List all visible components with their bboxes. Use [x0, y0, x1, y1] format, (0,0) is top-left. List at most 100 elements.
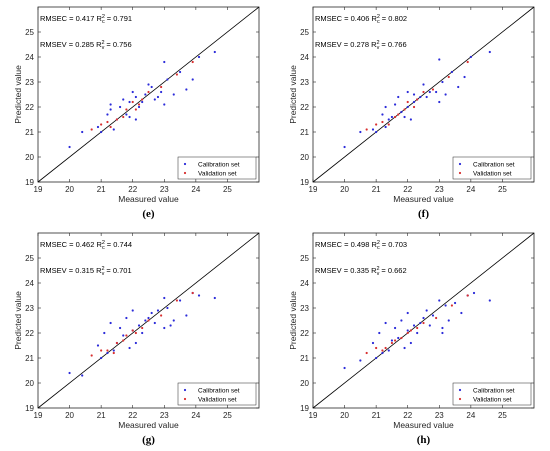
calibration-point — [488, 50, 491, 54]
validation-point — [466, 294, 469, 297]
stat-calibration: RMSEC = 0.462 R2 c = 0.744 — [40, 240, 132, 251]
validation-point — [384, 346, 387, 350]
legend-marker — [458, 388, 462, 392]
calibration-point — [444, 93, 447, 96]
validation-point — [115, 118, 119, 121]
y-tick-label: 23 — [25, 304, 34, 313]
y-tick-label: 22 — [25, 329, 34, 338]
validation-point — [137, 103, 141, 106]
legend-box — [452, 382, 532, 406]
calibration-point — [412, 324, 416, 327]
calibration-point — [375, 356, 378, 360]
legend-marker — [183, 171, 187, 175]
stat-calibration: RMSEC = 0.406 R2 c = 0.802 — [315, 14, 407, 25]
x-tick-label: 19 — [34, 411, 43, 420]
calibration-point — [128, 115, 131, 119]
calibration-point — [172, 93, 175, 96]
calibration-point — [453, 301, 457, 305]
validation-point — [466, 60, 469, 64]
calibration-point — [381, 113, 384, 116]
validation-point — [406, 331, 409, 335]
y-tick-label: 23 — [300, 78, 309, 87]
validation-point — [365, 351, 368, 355]
validation-point — [134, 331, 137, 335]
calibration-point — [172, 319, 175, 322]
x-axis-label: Measured value — [118, 420, 179, 430]
validation-point — [409, 329, 412, 332]
calibration-point — [390, 115, 394, 119]
validation-point — [147, 319, 150, 322]
validation-point — [387, 123, 390, 126]
validation-point — [416, 326, 419, 330]
calibration-point — [153, 321, 156, 325]
validation-point — [175, 73, 179, 76]
x-tick-label: 19 — [309, 185, 318, 194]
legend-marker — [183, 388, 187, 392]
y-tick-label: 21 — [300, 128, 309, 137]
calibration-point — [371, 341, 375, 345]
x-tick-label: 21 — [97, 411, 106, 420]
legend-label: Calibration set — [198, 161, 240, 168]
calibration-point — [125, 113, 128, 116]
calibration-point — [400, 319, 403, 322]
x-tick-label: 23 — [435, 411, 444, 420]
validation-point — [431, 88, 435, 91]
calibration-point — [213, 50, 216, 54]
stat-validation: RMSEV = 0.285 R2 v = 0.756 — [40, 40, 132, 51]
calibration-point — [169, 324, 172, 327]
calibration-point — [81, 374, 84, 377]
y-tick-label: 21 — [25, 128, 34, 137]
calibration-point — [160, 90, 163, 94]
validation-point — [416, 98, 419, 101]
y-tick-label: 25 — [300, 254, 309, 263]
x-axis-label: Measured value — [393, 420, 454, 430]
x-tick-label: 23 — [160, 185, 169, 194]
legend-label: Validation set — [198, 170, 237, 177]
validation-point — [191, 291, 194, 295]
validation-point — [191, 60, 194, 64]
calibration-point — [463, 75, 466, 79]
calibration-point — [428, 324, 431, 327]
calibration-point — [150, 85, 153, 89]
calibration-point — [128, 346, 131, 350]
scatter-chart-g: 19 20 21 22 23 24 25 19 20 21 22 23 24 25 Measured val… — [13, 232, 260, 446]
x-tick-label: 25 — [223, 411, 232, 420]
legend-label: Validation set — [198, 396, 237, 403]
y-tick-label: 25 — [25, 254, 34, 263]
calibration-point — [197, 294, 201, 297]
x-tick-label: 23 — [435, 185, 444, 194]
calibration-point — [103, 331, 106, 335]
calibration-point — [438, 100, 441, 104]
validation-point — [115, 341, 119, 345]
calibration-point — [469, 55, 472, 59]
calibration-point — [112, 349, 115, 352]
calibration-point — [112, 128, 115, 131]
legend-box — [452, 156, 532, 180]
y-tick-label: 19 — [25, 178, 34, 187]
legend-marker — [458, 162, 462, 166]
calibration-point — [359, 359, 362, 362]
x-axis-label: Measured value — [393, 194, 454, 204]
validation-point — [422, 90, 425, 94]
validation-point — [122, 115, 125, 119]
calibration-point — [122, 98, 125, 101]
x-tick-label: 20 — [65, 185, 74, 194]
x-tick-label: 23 — [160, 411, 169, 420]
calibration-point — [68, 145, 71, 149]
panel-e: 19 20 21 22 23 24 25 19 20 21 22 23 24 25 Measured val… — [0, 0, 275, 225]
calibration-point — [166, 306, 169, 310]
calibration-point — [441, 80, 444, 84]
calibration-point — [197, 55, 201, 59]
scatter-chart-f: 19 20 21 22 23 24 25 19 20 21 22 23 24 25 Measured val… — [288, 6, 535, 220]
calibration-point — [343, 366, 346, 370]
y-tick-label: 19 — [300, 178, 309, 187]
calibration-point — [106, 113, 109, 116]
legend-box — [177, 156, 257, 180]
calibration-point — [213, 296, 216, 300]
calibration-point — [390, 339, 394, 342]
calibration-point — [460, 311, 463, 315]
x-tick-label: 25 — [498, 185, 507, 194]
validation-point — [131, 100, 134, 104]
calibration-point — [137, 324, 141, 327]
x-tick-label: 19 — [309, 411, 318, 420]
